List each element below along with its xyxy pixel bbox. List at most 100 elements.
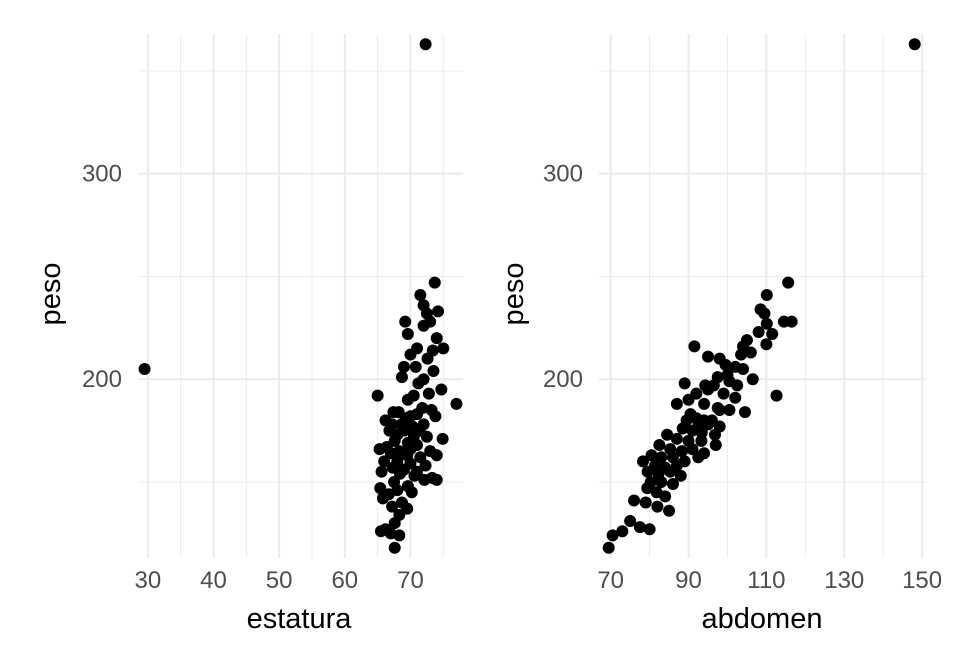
data-point xyxy=(698,397,711,410)
x-tick-label: 90 xyxy=(675,567,702,594)
x-axis-title: estatura xyxy=(247,603,353,635)
data-point xyxy=(399,315,412,328)
data-point xyxy=(752,325,765,338)
data-point xyxy=(414,288,427,301)
data-point xyxy=(373,443,386,456)
data-point xyxy=(766,328,779,341)
data-point xyxy=(429,410,442,423)
data-point xyxy=(386,500,399,513)
data-point xyxy=(378,455,391,468)
x-tick-labels: 30 40 50 60 70 xyxy=(134,567,423,594)
data-point xyxy=(709,428,722,441)
data-point xyxy=(723,404,736,417)
data-point xyxy=(717,387,730,400)
data-point xyxy=(639,496,652,509)
x-tick-label: 60 xyxy=(331,567,358,594)
data-point xyxy=(676,422,689,435)
data-point xyxy=(908,38,921,51)
data-point xyxy=(645,449,658,462)
data-point xyxy=(670,397,683,410)
data-point xyxy=(735,348,748,361)
data-point xyxy=(404,348,417,361)
data-point xyxy=(655,475,668,488)
data-point xyxy=(412,377,425,390)
data-point xyxy=(633,521,646,534)
data-point xyxy=(428,276,441,289)
data-point xyxy=(430,332,443,345)
data-point xyxy=(422,387,435,400)
panel-estatura: 30 40 50 60 70 200 300 estatura peso xyxy=(35,34,463,635)
data-point xyxy=(713,404,726,417)
data-point xyxy=(384,447,397,460)
data-point xyxy=(427,365,440,378)
data-point xyxy=(737,362,750,375)
data-point xyxy=(655,451,668,464)
x-tick-label: 70 xyxy=(397,567,424,594)
data-point xyxy=(401,393,414,406)
data-point xyxy=(758,307,771,320)
panel-abdomen: 70 90 110 130 150 200 300 abdomen peso xyxy=(498,34,942,635)
data-point xyxy=(682,393,695,406)
data-point xyxy=(702,383,714,396)
data-point xyxy=(674,469,687,482)
data-point xyxy=(371,389,384,402)
data-point xyxy=(405,486,418,499)
y-tick-label: 300 xyxy=(543,161,583,188)
data-point xyxy=(760,338,773,351)
data-point xyxy=(661,428,674,441)
data-point xyxy=(746,373,759,386)
data-point xyxy=(624,515,637,528)
data-point xyxy=(401,328,414,341)
data-point xyxy=(616,525,629,538)
data-point xyxy=(419,38,432,51)
data-point xyxy=(430,449,443,462)
data-point xyxy=(602,541,615,554)
data-point xyxy=(376,492,389,505)
data-point xyxy=(435,383,448,396)
data-point xyxy=(651,500,664,513)
y-axis-title: peso xyxy=(498,263,530,326)
data-point xyxy=(395,371,408,384)
data-point xyxy=(420,430,433,443)
data-point xyxy=(744,346,757,359)
y-tick-label: 200 xyxy=(543,366,583,393)
grid-layer xyxy=(138,34,463,558)
data-point xyxy=(782,276,795,289)
data-point xyxy=(663,504,676,517)
data-point xyxy=(659,490,672,503)
data-point xyxy=(388,541,401,554)
data-point xyxy=(606,529,619,542)
x-tick-labels: 70 90 110 130 150 xyxy=(597,567,942,594)
grid-layer xyxy=(599,34,926,558)
points-layer xyxy=(602,38,921,554)
data-point xyxy=(388,517,401,530)
data-point xyxy=(709,438,722,451)
data-point xyxy=(411,408,424,421)
data-point xyxy=(760,288,773,301)
data-point xyxy=(430,473,443,486)
data-point xyxy=(738,406,751,419)
x-tick-label: 40 xyxy=(200,567,227,594)
data-point xyxy=(643,523,656,536)
data-point xyxy=(702,418,714,431)
data-point xyxy=(450,397,463,410)
x-tick-label: 30 xyxy=(134,567,161,594)
data-point xyxy=(437,342,450,355)
x-tick-label: 50 xyxy=(266,567,293,594)
data-point xyxy=(686,424,699,437)
data-point xyxy=(675,445,688,458)
x-tick-label: 130 xyxy=(824,567,864,594)
data-point xyxy=(375,465,388,478)
data-point xyxy=(636,455,649,468)
data-point xyxy=(760,317,773,330)
data-point xyxy=(670,432,683,445)
x-tick-label: 70 xyxy=(597,567,624,594)
data-point xyxy=(731,379,744,392)
points-layer xyxy=(138,38,463,554)
y-tick-labels: 200 300 xyxy=(543,161,583,393)
data-point xyxy=(628,494,641,507)
data-point xyxy=(719,358,732,371)
data-point xyxy=(664,465,677,478)
data-point xyxy=(729,391,742,404)
